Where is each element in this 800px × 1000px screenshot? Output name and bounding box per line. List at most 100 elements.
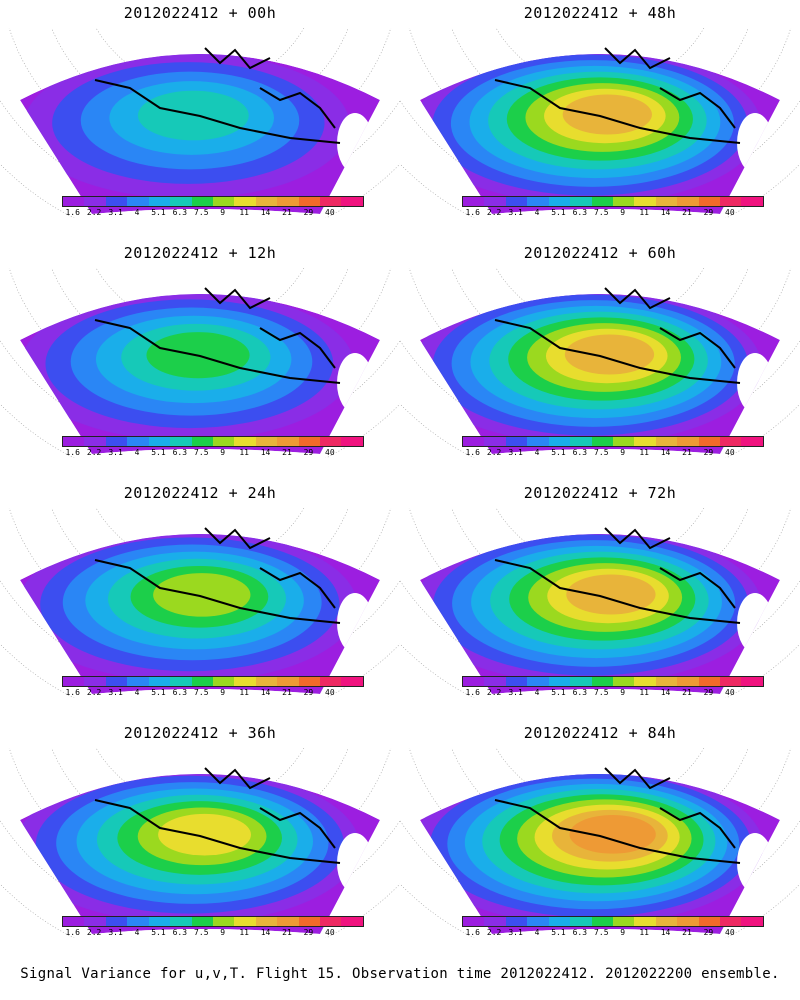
colorbar-label: 40	[325, 928, 335, 937]
colorbar-swatch	[655, 437, 678, 446]
colorbar-swatch	[191, 197, 213, 206]
colorbar-label: 4	[534, 928, 540, 937]
colorbar-label: 7.5	[194, 208, 209, 217]
colorbar-label: 4	[134, 448, 140, 457]
colorbar-swatch	[677, 437, 699, 446]
map-panel: 2012022412 + 48h 1.6 2.2 3.1 4 5.1 6.3 7.5 9 11 14…	[400, 0, 800, 240]
variance-map	[400, 508, 800, 698]
colorbar-swatch	[655, 917, 678, 926]
colorbar-swatch	[84, 197, 106, 206]
colorbar-swatch	[320, 437, 342, 446]
colorbar-swatch	[698, 917, 721, 926]
colorbar-swatch	[634, 917, 656, 926]
colorbar-label: 11	[639, 448, 649, 457]
colorbar-label: 21	[682, 928, 692, 937]
colorbar-swatch	[570, 197, 592, 206]
colorbar-label: 14	[260, 448, 271, 457]
colorbar-label: 21	[282, 448, 292, 457]
colorbar-swatch	[127, 917, 149, 926]
colorbar-label: 11	[239, 928, 249, 937]
colorbar-label: 14	[660, 448, 671, 457]
colorbar-label: 40	[325, 688, 335, 697]
colorbar-labels: 1.6 2.2 3.1 4 5.1 6.3 7.5 9 11 14 21 29 40	[456, 208, 768, 218]
colorbar-label: 4	[534, 448, 540, 457]
colorbar-swatch	[527, 917, 549, 926]
colorbar-label: 11	[639, 208, 649, 217]
colorbar-swatch	[255, 677, 278, 686]
colorbar-label: 21	[282, 688, 292, 697]
colorbar-swatch	[463, 917, 485, 926]
colorbar-swatch	[548, 917, 571, 926]
colorbar-swatch	[741, 197, 763, 206]
colorbar-label: 11	[639, 928, 649, 937]
colorbar-swatch	[484, 917, 506, 926]
colorbar-label: 5.1	[151, 448, 166, 457]
variance-map	[0, 268, 400, 458]
colorbar-swatch	[234, 677, 256, 686]
colorbar-label: 11	[639, 688, 649, 697]
colorbar-swatch	[612, 197, 635, 206]
colorbar-label: 40	[725, 688, 735, 697]
colorbar-label: 4	[134, 208, 140, 217]
colorbar-label: 9	[620, 208, 626, 217]
colorbar-label: 40	[725, 208, 735, 217]
map-panel: 2012022412 + 12h 1.6 2.2 3.1 4 5.1 6.3 7.5 9 11 14…	[0, 240, 400, 480]
colorbar-label: 2.2	[86, 448, 102, 457]
colorbar-swatch	[505, 677, 528, 686]
colorbar-swatch	[655, 677, 678, 686]
colorbar	[62, 676, 364, 687]
map-panel: 2012022412 + 60h 1.6 2.2 3.1 4 5.1 6.3 7.5 9 11 14…	[400, 240, 800, 480]
colorbar-swatch	[484, 437, 506, 446]
colorbar-label: 6.3	[572, 688, 588, 697]
colorbar-swatch	[634, 677, 656, 686]
colorbar-label: 1.6	[465, 928, 480, 937]
colorbar-label: 11	[239, 688, 249, 697]
colorbar-swatch	[548, 437, 571, 446]
variance-field	[20, 774, 380, 934]
coastline	[494, 767, 741, 864]
colorbar-swatch	[484, 197, 506, 206]
colorbar-swatch	[170, 917, 192, 926]
colorbar-swatch	[341, 437, 363, 446]
colorbar-swatch	[463, 677, 485, 686]
colorbar-swatch	[320, 677, 342, 686]
colorbar-swatch	[548, 197, 571, 206]
colorbar-label: 21	[282, 928, 292, 937]
colorbar-swatch	[212, 437, 235, 446]
colorbar-label: 5.1	[151, 688, 166, 697]
colorbar-swatch	[341, 197, 363, 206]
variance-field	[20, 534, 380, 694]
colorbar-label: 1.6	[465, 688, 480, 697]
colorbar-swatch	[527, 197, 549, 206]
colorbar-label: 29	[703, 208, 714, 217]
colorbar-label: 6.3	[572, 928, 588, 937]
colorbar-swatch	[320, 917, 342, 926]
colorbar-swatch	[255, 197, 278, 206]
colorbar-labels: 1.6 2.2 3.1 4 5.1 6.3 7.5 9 11 14 21 29 40	[56, 448, 368, 458]
colorbar-label: 29	[303, 688, 314, 697]
variance-field	[20, 294, 380, 454]
colorbar-swatch	[591, 437, 613, 446]
variance-field	[420, 534, 780, 694]
colorbar-label: 9	[220, 688, 226, 697]
colorbar-swatch	[505, 917, 528, 926]
panel-title: 2012022412 + 24h	[123, 484, 277, 502]
colorbar-swatch	[570, 677, 592, 686]
colorbar-swatch	[591, 917, 613, 926]
colorbar-label: 1.6	[65, 928, 80, 937]
colorbar-label: 5.1	[551, 928, 566, 937]
colorbar-label: 29	[303, 448, 314, 457]
colorbar-label: 3.1	[508, 688, 523, 697]
colorbar-swatch	[127, 437, 149, 446]
colorbar-swatch	[234, 197, 256, 206]
figure-caption: Signal Variance for u,v,T. Flight 15. Ob…	[20, 966, 780, 982]
colorbar-swatch	[570, 917, 592, 926]
colorbar-label: 4	[134, 928, 140, 937]
colorbar-label: 2.2	[486, 928, 502, 937]
colorbar-label: 7.5	[594, 208, 609, 217]
colorbar-label: 9	[620, 928, 626, 937]
colorbar-swatch	[698, 437, 721, 446]
colorbar-swatch	[127, 677, 149, 686]
coastline	[494, 287, 741, 384]
colorbar-label: 9	[220, 208, 226, 217]
